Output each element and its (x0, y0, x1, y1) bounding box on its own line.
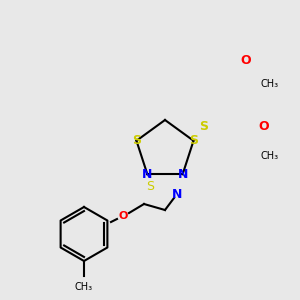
Text: N: N (172, 188, 182, 202)
Text: S: S (189, 134, 198, 147)
Text: N: N (142, 168, 153, 181)
Text: N: N (177, 168, 188, 181)
Text: S: S (200, 119, 208, 133)
Text: CH₃: CH₃ (261, 151, 279, 161)
Text: CH₃: CH₃ (261, 79, 279, 89)
Text: S: S (132, 134, 141, 147)
Text: CH₃: CH₃ (75, 282, 93, 292)
Text: S: S (146, 179, 154, 193)
Text: O: O (259, 119, 269, 133)
Text: O: O (118, 211, 128, 221)
Text: O: O (241, 53, 251, 67)
